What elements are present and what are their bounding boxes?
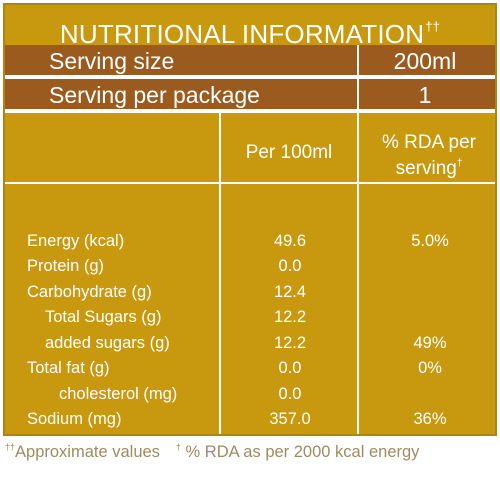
nutrition-panel: NUTRITIONAL INFORMATION†† Serving size 2… xyxy=(3,3,497,436)
nutrient-name: Total fat (g) xyxy=(27,359,110,377)
nutrient-per100: 0.0 xyxy=(278,257,302,275)
title-footnote-mark: †† xyxy=(425,19,441,34)
serving-per-package-value: 1 xyxy=(418,82,432,108)
column-divider xyxy=(219,113,221,434)
footnote-mark: † xyxy=(175,442,181,452)
rda-header-line2-text: serving xyxy=(395,158,457,179)
rda-footnote-mark: † xyxy=(456,158,463,169)
serving-size-row: Serving size 200ml xyxy=(5,45,495,75)
column-divider xyxy=(357,45,359,434)
footnote-approximate: Approximate values xyxy=(15,443,160,461)
rda-header-line2: serving† xyxy=(359,153,495,179)
footnote-mark: †† xyxy=(5,442,16,452)
nutrient-name: Total Sugars (g) xyxy=(45,308,162,326)
serving-per-package-row: Serving per package 1 xyxy=(5,79,495,109)
nutrient-name: Carbohydrate (g) xyxy=(27,283,152,301)
panel-title: NUTRITIONAL INFORMATION†† xyxy=(5,5,495,49)
nutrient-name: Sodium (mg) xyxy=(27,410,122,428)
nutrient-row-energy: Energy (kcal) 49.6 5.0% xyxy=(5,230,495,254)
nutrient-row-total-fat: Total fat (g) 0.0 0% xyxy=(5,357,495,381)
footnotes: ††Approximate values † % RDA as per 2000 … xyxy=(5,442,419,462)
serving-per-package-label: Serving per package xyxy=(49,82,260,108)
nutrient-name: Energy (kcal) xyxy=(27,232,125,250)
rda-header-line1: % RDA per xyxy=(382,132,476,153)
footnote-rda: % RDA as per 2000 kcal energy xyxy=(180,443,420,461)
nutrient-row-total-sugars: Total Sugars (g) 12.2 xyxy=(5,306,495,330)
nutrient-rda: 5.0% xyxy=(411,232,449,250)
nutrient-row-sodium: Sodium (mg) 357.0 36% xyxy=(5,408,495,432)
serving-size-label: Serving size xyxy=(49,48,175,74)
nutrient-name: Protein (g) xyxy=(27,257,105,275)
nutrient-name: added sugars (g) xyxy=(45,334,170,352)
nutrient-per100: 0.0 xyxy=(278,359,302,377)
rda-header: % RDA per serving† xyxy=(359,132,495,179)
nutrient-row-added-sugars: added sugars (g) 12.2 49% xyxy=(5,332,495,356)
divider xyxy=(5,75,495,79)
nutrient-rda: 36% xyxy=(413,410,447,428)
nutrient-rda: 49% xyxy=(413,334,447,352)
nutrient-row-protein: Protein (g) 0.0 xyxy=(5,255,495,279)
per-100ml-header-text: Per 100ml xyxy=(245,142,333,163)
divider xyxy=(5,109,495,113)
nutrient-per100: 12.4 xyxy=(273,283,307,301)
nutrient-per100: 12.2 xyxy=(273,308,307,326)
nutrient-per100: 12.2 xyxy=(273,334,307,352)
nutrient-row-carbohydrate: Carbohydrate (g) 12.4 xyxy=(5,281,495,305)
nutrient-rda: 0% xyxy=(418,359,442,377)
nutrient-per100: 49.6 xyxy=(273,232,307,250)
per-100ml-header: Per 100ml xyxy=(221,142,357,163)
nutrient-per100: 0.0 xyxy=(278,385,302,403)
nutrient-per100: 357.0 xyxy=(269,410,311,428)
serving-size-value: 200ml xyxy=(393,48,457,74)
title-text: NUTRITIONAL INFORMATION xyxy=(59,19,425,49)
header-divider xyxy=(5,182,495,184)
nutrient-name: cholesterol (mg) xyxy=(59,385,178,403)
nutrient-row-cholesterol: cholesterol (mg) 0.0 xyxy=(5,383,495,407)
